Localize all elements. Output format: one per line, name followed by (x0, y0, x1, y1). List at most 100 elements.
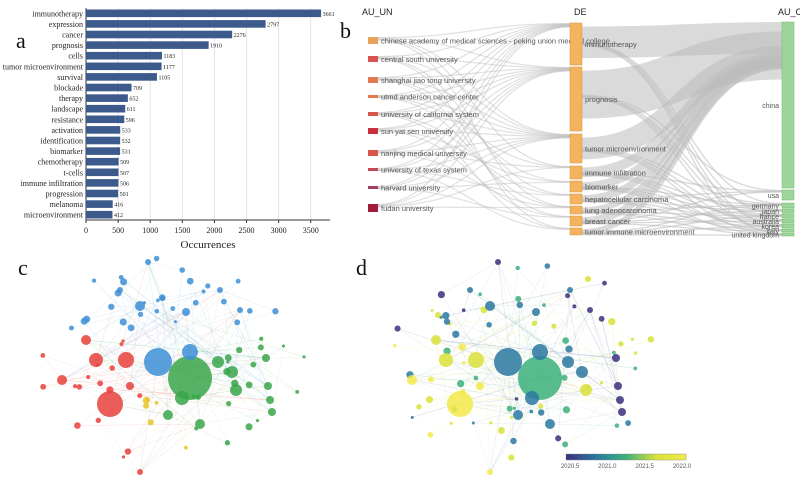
sankey-link (375, 113, 571, 196)
network-edge (483, 309, 491, 473)
network-edge (535, 311, 633, 340)
network-node (633, 351, 638, 355)
network-edge (564, 385, 619, 445)
sankey-link (375, 151, 571, 168)
network-node (226, 401, 232, 407)
network-edge (235, 389, 273, 413)
network-edge (411, 379, 517, 400)
sankey-link (375, 136, 571, 189)
bar (86, 41, 209, 49)
network-node (538, 403, 544, 409)
network-edge (531, 397, 559, 439)
network-edge (119, 289, 298, 393)
sankey-link (375, 79, 571, 218)
network-node (449, 421, 453, 425)
network-node (89, 353, 103, 367)
network-node (506, 405, 513, 412)
network-node (487, 469, 493, 475)
network-node (461, 308, 466, 313)
sankey-link (375, 26, 571, 206)
network-edge (462, 289, 471, 347)
network-edge (109, 285, 208, 405)
network-edge (85, 339, 267, 359)
network-edge (125, 300, 159, 361)
network-edge (189, 347, 261, 353)
category-label: microenvironment (24, 211, 84, 220)
bar (86, 115, 125, 124)
network-node (513, 410, 523, 420)
network-node (97, 380, 104, 387)
sankey-link (375, 24, 571, 114)
network-edge (140, 314, 269, 387)
network-edge (507, 289, 571, 363)
category-label: biomarker (50, 147, 83, 156)
x-tick-label: 1500 (174, 226, 190, 235)
network-node (268, 408, 276, 416)
colorbar (565, 453, 687, 461)
network-edge (445, 295, 568, 361)
network-edge (543, 305, 569, 363)
network-edge (621, 352, 636, 413)
network-edge (156, 399, 271, 403)
sankey-link (375, 188, 571, 218)
network-node (145, 259, 151, 265)
network-node (599, 381, 604, 385)
network-edge (203, 291, 219, 363)
network-edge (83, 321, 131, 387)
data-label: 416 (114, 203, 123, 209)
network-node (428, 376, 434, 383)
network-node (494, 348, 522, 376)
bar-chart: 0 500 1000 1500 2000 2500 3000 3500 immunotherap… (3, 8, 335, 250)
bar (86, 73, 157, 81)
bar (86, 168, 119, 177)
sankey-link (375, 68, 571, 114)
network-edge (489, 397, 533, 473)
network-node (508, 454, 515, 461)
network-node (302, 355, 306, 359)
sankey-link (375, 169, 571, 196)
sankey-link (581, 173, 783, 211)
network-node (170, 306, 176, 311)
network-node (80, 317, 88, 325)
network-edge (219, 289, 269, 387)
sankey-node-left (368, 128, 378, 134)
sankey-link (375, 69, 571, 152)
network-edge (569, 289, 622, 345)
network-node (173, 320, 177, 324)
network-node (434, 311, 442, 319)
network-node (461, 360, 466, 365)
overlay-network-map: 2020.5 2021.0 2021.5 2022.0 (392, 259, 692, 475)
sankey-link (581, 190, 783, 201)
network-edge (61, 308, 173, 381)
network-edge (157, 289, 221, 363)
network-node (515, 265, 520, 271)
network-edge (189, 349, 240, 353)
sankey-label-middle: tumor microenvironment (585, 145, 667, 154)
colorbar-tick-label: 2020.5 (561, 464, 580, 470)
network-node (255, 418, 260, 423)
sankey-node-left (368, 204, 378, 212)
network-node (237, 307, 243, 313)
network-edge (119, 289, 219, 363)
network-node (95, 417, 101, 424)
colorbar-tick-label: 2021.0 (598, 464, 617, 470)
network-node (68, 325, 74, 331)
network-node (572, 304, 577, 309)
network-node (143, 402, 150, 409)
network-edge (445, 278, 589, 361)
sankey-column-title: AU_UN (362, 7, 393, 17)
category-label: activation (51, 126, 83, 135)
category-label: chemotherapy (38, 158, 83, 167)
network-node (220, 298, 227, 305)
sankey-node-right (781, 213, 795, 219)
sankey-link (375, 38, 571, 168)
network-edge (450, 309, 591, 325)
network-node (518, 356, 562, 400)
network-node (281, 344, 286, 348)
network-node (226, 360, 230, 364)
network-edge (539, 306, 575, 353)
network-edge (489, 282, 605, 307)
network-edge (452, 399, 621, 408)
network-edge (217, 356, 305, 363)
sankey-node-middle (569, 133, 583, 164)
